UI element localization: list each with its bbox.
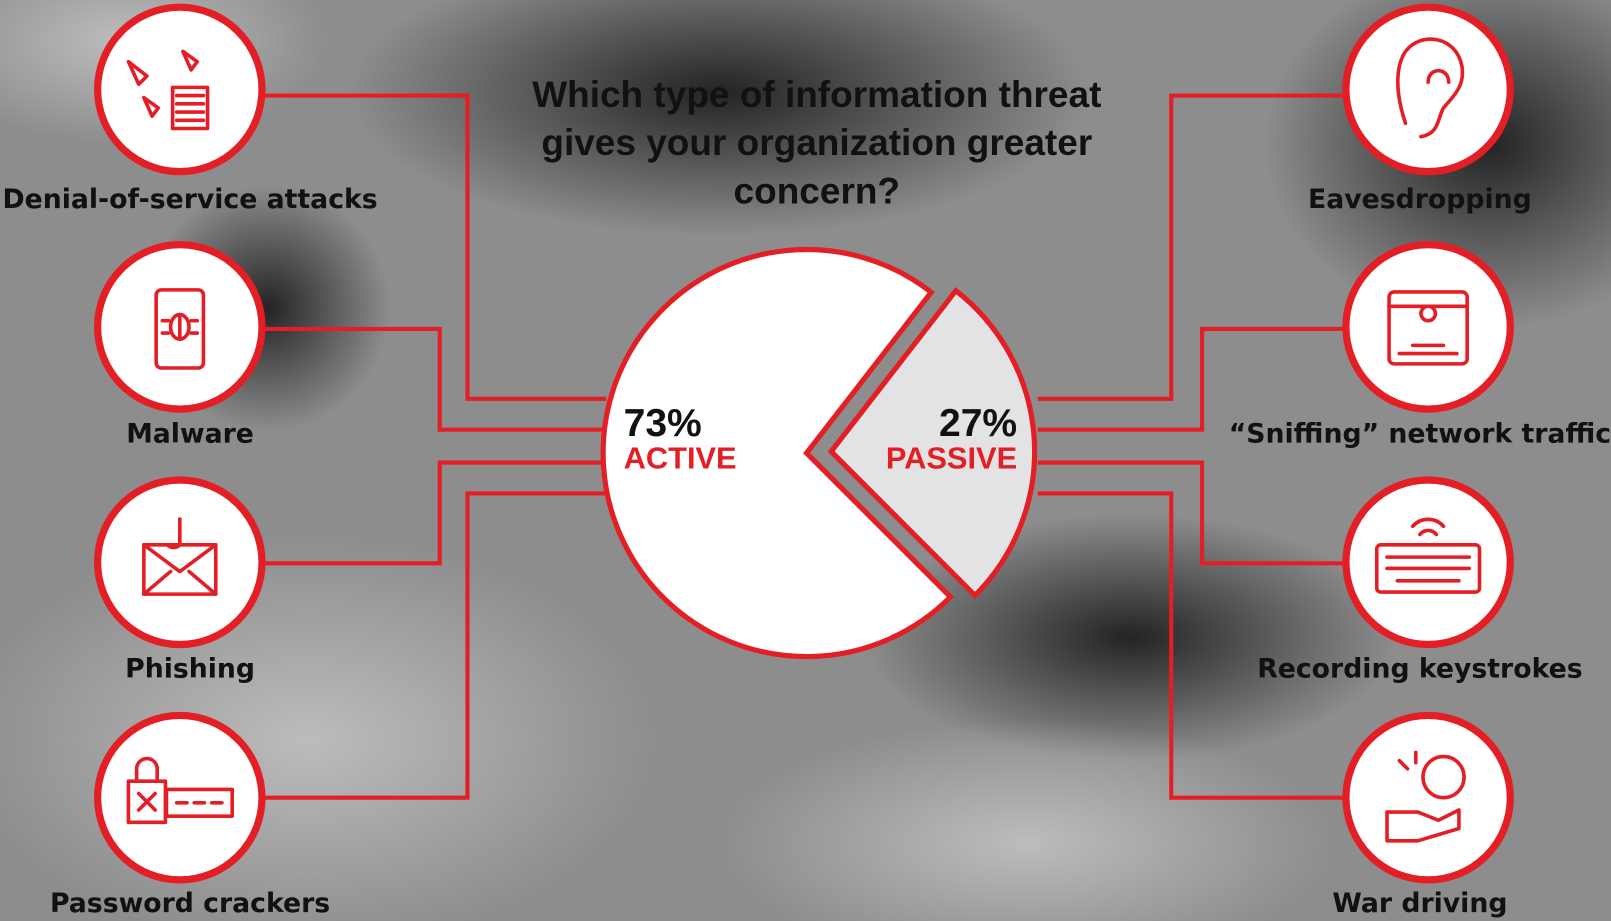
- threat-label: Eavesdropping: [1308, 184, 1532, 215]
- value-label: 73%: [624, 402, 702, 445]
- category-label: PASSIVE: [886, 441, 1017, 476]
- threat-label: Recording keystrokes: [1257, 654, 1582, 685]
- threat-label: Malware: [126, 418, 254, 449]
- value-label: 27%: [939, 402, 1017, 445]
- page: Which type of information threat gives y…: [0, 0, 1611, 921]
- threat-label: Denial-of-service attacks: [2, 184, 377, 215]
- category-label: ACTIVE: [624, 441, 737, 476]
- chart: Which type of information threat gives y…: [0, 0, 1611, 921]
- threat-label: War driving: [1332, 888, 1507, 919]
- threat-label: “Sniffing” network traffic: [1229, 418, 1611, 449]
- chart-title: Which type of information threat gives y…: [514, 70, 1120, 215]
- threat-label: Phishing: [125, 654, 255, 685]
- title-box: Which type of information threat gives y…: [514, 70, 1120, 224]
- threat-label: Password crackers: [50, 888, 330, 919]
